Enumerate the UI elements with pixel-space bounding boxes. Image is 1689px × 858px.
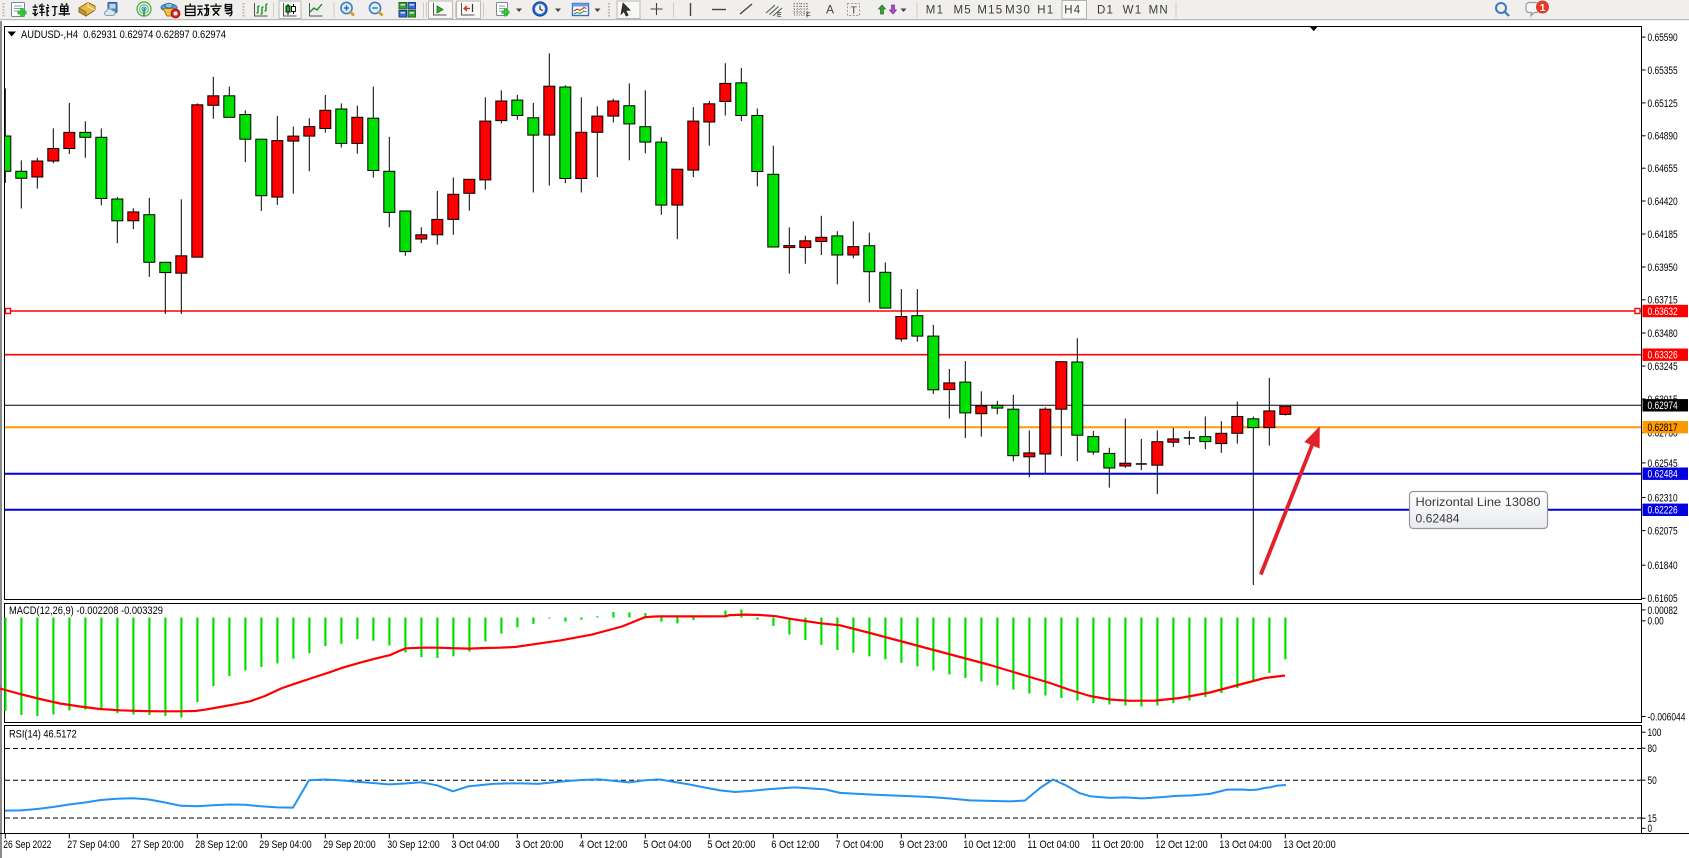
svg-text:0.63715: 0.63715 bbox=[1648, 295, 1678, 307]
svg-text:26 Sep 2022: 26 Sep 2022 bbox=[3, 839, 51, 851]
svg-text:0.62545: 0.62545 bbox=[1648, 458, 1678, 470]
svg-text:Horizontal Line 13080: Horizontal Line 13080 bbox=[1416, 495, 1541, 509]
svg-text:0.64185: 0.64185 bbox=[1648, 229, 1678, 241]
svg-text:0.61605: 0.61605 bbox=[1648, 593, 1678, 605]
svg-text:0.62226: 0.62226 bbox=[1648, 505, 1678, 517]
svg-text:0.63245: 0.63245 bbox=[1648, 361, 1678, 373]
svg-text:30 Sep 12:00: 30 Sep 12:00 bbox=[387, 839, 439, 851]
svg-text:15: 15 bbox=[1648, 813, 1657, 825]
svg-text:13 Oct 20:00: 13 Oct 20:00 bbox=[1283, 839, 1335, 851]
svg-text:28 Sep 12:00: 28 Sep 12:00 bbox=[195, 839, 247, 851]
svg-text:M30: M30 bbox=[1005, 5, 1031, 17]
svg-text:0.62310: 0.62310 bbox=[1648, 492, 1678, 504]
svg-text:0.64890: 0.64890 bbox=[1648, 131, 1678, 143]
svg-text:T: T bbox=[851, 4, 858, 16]
svg-text:11 Oct 20:00: 11 Oct 20:00 bbox=[1091, 839, 1143, 851]
svg-text:11 Oct 04:00: 11 Oct 04:00 bbox=[1027, 839, 1079, 851]
svg-text:A: A bbox=[826, 3, 834, 17]
svg-text:12 Oct 12:00: 12 Oct 12:00 bbox=[1155, 839, 1207, 851]
svg-text:0.64420: 0.64420 bbox=[1648, 196, 1678, 208]
svg-text:4 Oct 12:00: 4 Oct 12:00 bbox=[579, 839, 627, 851]
svg-text:-0.006044: -0.006044 bbox=[1648, 711, 1686, 723]
svg-text:0.61840: 0.61840 bbox=[1648, 560, 1678, 572]
svg-text:3 Oct 04:00: 3 Oct 04:00 bbox=[451, 839, 499, 851]
svg-text:50: 50 bbox=[1648, 775, 1657, 787]
svg-text:0.64655: 0.64655 bbox=[1648, 163, 1678, 175]
svg-text:6 Oct 12:00: 6 Oct 12:00 bbox=[771, 839, 819, 851]
svg-text:H1: H1 bbox=[1037, 5, 1054, 17]
svg-text:27 Sep 04:00: 27 Sep 04:00 bbox=[67, 839, 119, 851]
svg-text:H4: H4 bbox=[1064, 5, 1081, 17]
svg-text:3 Oct 20:00: 3 Oct 20:00 bbox=[515, 839, 563, 851]
svg-text:0.65355: 0.65355 bbox=[1648, 65, 1678, 77]
svg-text:0.65125: 0.65125 bbox=[1648, 98, 1678, 110]
svg-text:0.00: 0.00 bbox=[1648, 616, 1664, 628]
svg-text:MACD(12,26,9) -0.002208 -0.003: MACD(12,26,9) -0.002208 -0.003329 bbox=[9, 605, 163, 617]
svg-text:5 Oct 04:00: 5 Oct 04:00 bbox=[643, 839, 691, 851]
svg-text:0.62484: 0.62484 bbox=[1648, 469, 1678, 481]
svg-text:0.65590: 0.65590 bbox=[1648, 32, 1678, 44]
svg-text:10 Oct 12:00: 10 Oct 12:00 bbox=[963, 839, 1015, 851]
svg-text:7 Oct 04:00: 7 Oct 04:00 bbox=[835, 839, 883, 851]
svg-text:1: 1 bbox=[1540, 2, 1546, 14]
svg-text:MN: MN bbox=[1149, 5, 1169, 17]
svg-text:80: 80 bbox=[1648, 743, 1657, 755]
svg-text:0.63326: 0.63326 bbox=[1648, 350, 1678, 362]
svg-text:27 Sep 20:00: 27 Sep 20:00 bbox=[131, 839, 183, 851]
svg-text:0: 0 bbox=[1648, 823, 1653, 835]
svg-text:29 Sep 20:00: 29 Sep 20:00 bbox=[323, 839, 375, 851]
svg-text:0.63632: 0.63632 bbox=[1648, 306, 1678, 318]
svg-text:M5: M5 bbox=[954, 5, 972, 17]
svg-text:0.62075: 0.62075 bbox=[1648, 526, 1678, 538]
svg-text:AUDUSD-,H4 0.62931 0.62974 0.: AUDUSD-,H4 0.62931 0.62974 0.62897 0.629… bbox=[21, 29, 226, 41]
svg-text:29 Sep 04:00: 29 Sep 04:00 bbox=[259, 839, 311, 851]
svg-text:D1: D1 bbox=[1097, 5, 1114, 17]
svg-text:5 Oct 20:00: 5 Oct 20:00 bbox=[707, 839, 755, 851]
svg-text:F: F bbox=[806, 11, 811, 20]
svg-text:M1: M1 bbox=[926, 5, 944, 17]
svg-text:M15: M15 bbox=[977, 5, 1003, 17]
svg-text:100: 100 bbox=[1648, 727, 1662, 739]
svg-text:0.00082: 0.00082 bbox=[1648, 605, 1678, 617]
svg-text:W1: W1 bbox=[1123, 5, 1143, 17]
svg-text:0.63480: 0.63480 bbox=[1648, 328, 1678, 340]
svg-text:0.63950: 0.63950 bbox=[1648, 262, 1678, 274]
svg-text:13 Oct 04:00: 13 Oct 04:00 bbox=[1219, 839, 1271, 851]
svg-text:RSI(14) 46.5172: RSI(14) 46.5172 bbox=[9, 729, 77, 741]
svg-text:E: E bbox=[777, 12, 782, 19]
svg-text:0.62974: 0.62974 bbox=[1648, 400, 1678, 412]
svg-text:9 Oct 23:00: 9 Oct 23:00 bbox=[899, 839, 947, 851]
svg-text:0.62817: 0.62817 bbox=[1648, 422, 1678, 434]
svg-text:0.62484: 0.62484 bbox=[1416, 512, 1460, 526]
